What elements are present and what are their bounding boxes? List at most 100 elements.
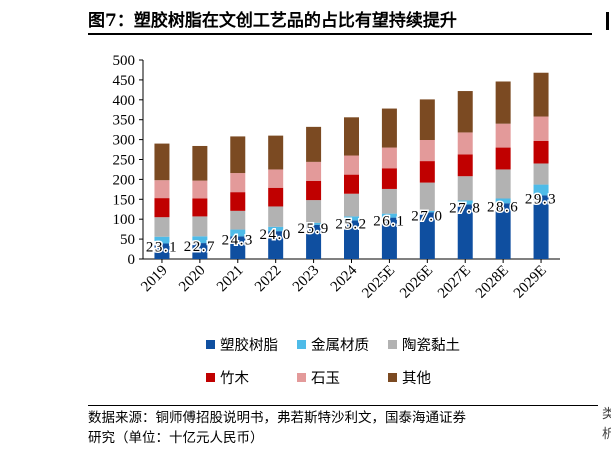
x-tick-label: 2021 — [214, 263, 247, 296]
x-tick-label: 2022 — [252, 263, 285, 296]
legend-label: 塑胶树脂 — [220, 337, 278, 354]
legend-swatch — [206, 373, 215, 382]
data-label: 29.3 — [525, 191, 557, 207]
bar-segment — [419, 161, 435, 183]
legend-label: 竹木 — [220, 370, 249, 387]
legend-label: 金属材质 — [311, 337, 369, 354]
x-tick-label: 2025E — [359, 263, 398, 302]
bar-segment — [457, 132, 473, 155]
bar-segment — [419, 139, 435, 162]
y-tick-label: 100 — [113, 212, 136, 228]
bar-segment — [381, 168, 397, 189]
data-label: 23.1 — [146, 239, 178, 255]
bar-segment — [230, 210, 246, 230]
bar-segment — [268, 169, 284, 188]
bar-segment — [533, 195, 549, 259]
bar-segment — [457, 204, 473, 259]
bar-segment — [419, 212, 435, 259]
bar-segment — [457, 91, 473, 133]
x-tick-label: 2019 — [138, 263, 171, 296]
y-tick-label: 150 — [113, 192, 136, 208]
data-label: 25.2 — [335, 216, 367, 232]
legend-swatch — [388, 340, 397, 349]
bar-segment — [154, 180, 170, 199]
bar-segment — [344, 216, 359, 221]
bar-segment — [381, 108, 397, 148]
bar-segment — [344, 193, 359, 217]
x-tick-label: 2020 — [176, 263, 209, 296]
bar-segment — [419, 182, 435, 211]
bar-segment — [495, 147, 511, 170]
bar-segment — [344, 155, 359, 175]
stacked-bar-chart: 0 50 100 150 200 250 300 350 400 450 500 2019 23.1 20… — [113, 53, 560, 387]
bar-segment — [268, 226, 284, 232]
bar-segment — [495, 81, 511, 124]
legend-swatch — [206, 340, 215, 349]
source-note: 数据来源：铜师傅招股说明书，弗若斯特沙利文，国泰海通证券 研究（单位：十亿元人民… — [88, 405, 598, 448]
bar-segment — [192, 236, 208, 244]
bar-segment — [381, 147, 397, 169]
bar-segment — [533, 163, 549, 185]
x-tick-label: 2023 — [290, 263, 323, 296]
y-tick-label: 500 — [113, 53, 136, 69]
bar-segment — [192, 243, 208, 259]
bar-segment — [344, 117, 359, 156]
x-tick-label: 2026E — [397, 263, 436, 302]
y-tick-label: 400 — [113, 93, 136, 109]
bar-segment — [230, 236, 246, 259]
bar-segment — [306, 180, 322, 201]
bar-segment — [344, 220, 359, 259]
y-tick-label: 250 — [113, 153, 136, 169]
bar-segment — [381, 217, 397, 259]
chart-title: 图7：塑胶树脂在文创工艺品的占比有望持续提升 — [88, 11, 457, 31]
bar-segment — [495, 203, 511, 259]
bar-segment — [268, 231, 284, 259]
source-line-2: 研究（单位：十亿元人民币） — [88, 430, 264, 446]
y-tick-label: 350 — [113, 113, 136, 129]
y-tick-label: 0 — [128, 252, 136, 268]
data-label: 22.7 — [184, 239, 216, 255]
bar-segment — [154, 236, 170, 244]
bar-segment — [495, 198, 511, 204]
bar-segment — [381, 188, 397, 214]
legend-swatch — [297, 373, 306, 382]
data-label: 24.3 — [222, 232, 254, 248]
data-label: 26.1 — [373, 214, 405, 230]
bar-segment — [268, 135, 284, 170]
x-tick-label: 2029E — [511, 263, 550, 302]
bar-segment — [533, 140, 549, 164]
bar-segment — [495, 169, 511, 199]
bar-segment — [154, 143, 170, 181]
bar-segment — [154, 243, 170, 259]
legend-label: 其他 — [402, 370, 431, 387]
bar-segment — [457, 154, 473, 177]
y-tick-label: 200 — [113, 172, 136, 188]
bar-segment — [419, 210, 435, 213]
y-tick-label: 50 — [120, 232, 135, 248]
bar-segment — [533, 184, 549, 196]
bar-segment — [268, 206, 284, 227]
x-tick-label: 2024 — [328, 262, 361, 295]
bar-segment — [306, 200, 322, 223]
edge-text-2: 析 — [602, 427, 611, 442]
bar-segment — [381, 213, 397, 218]
source-line-1: 数据来源：铜师傅招股说明书，弗若斯特沙利文，国泰海通证券 — [88, 410, 466, 426]
bar-segment — [306, 161, 322, 181]
data-label: 24.0 — [260, 227, 292, 243]
x-tick-label: 2028E — [473, 263, 512, 302]
bar-segment — [306, 224, 322, 259]
data-label: 27.0 — [411, 208, 443, 224]
bar-segment — [154, 217, 170, 237]
bar-segment — [495, 123, 511, 148]
bar-segment — [533, 116, 549, 141]
bar-segment — [344, 174, 359, 194]
y-tick-label: 450 — [113, 73, 136, 89]
data-label: 27.8 — [449, 200, 481, 216]
bar-segment — [192, 198, 208, 217]
legend-label: 石玉 — [311, 371, 340, 387]
bar-segment — [230, 136, 246, 174]
bar-segment — [306, 222, 322, 225]
bar-segment — [230, 173, 246, 193]
data-label: 28.6 — [487, 199, 519, 215]
edge-text: 类 析 — [602, 405, 611, 445]
